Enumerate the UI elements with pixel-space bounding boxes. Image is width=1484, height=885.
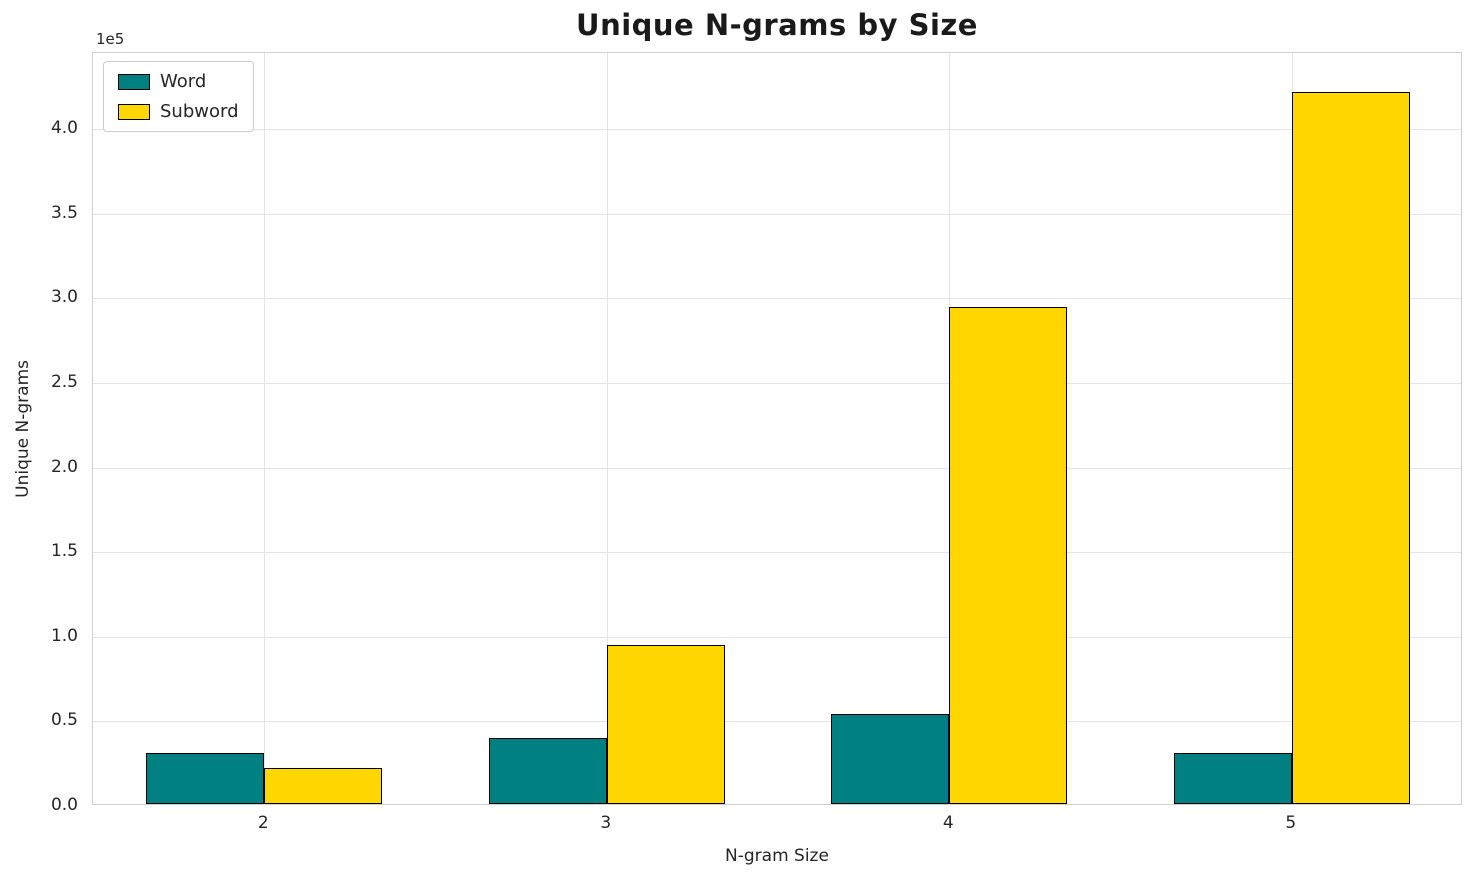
x-axis-label: N-gram Size [725,846,829,866]
legend: Word Subword [103,61,254,132]
bar-subword-3 [606,644,725,804]
chart-title: Unique N-grams by Size [576,8,978,42]
y-tick-label: 1.0 [50,625,78,646]
legend-item-subword: Subword [118,101,239,122]
bar-subword-5 [1291,91,1410,804]
h-gridline [93,721,1461,723]
bar-word-4 [831,714,950,804]
y-tick-label: 4.0 [50,118,78,139]
y-tick-label: 3.5 [50,202,78,223]
legend-label-word: Word [160,71,207,92]
bar-word-2 [146,753,265,804]
legend-swatch-word [118,73,150,90]
y-axis-offset-label: 1e5 [96,30,125,48]
y-tick-label: 1.5 [50,541,78,562]
bar-word-3 [488,738,607,804]
y-tick-label: 2.5 [50,371,78,392]
h-gridline [93,382,1461,384]
y-tick-label: 0.0 [50,795,78,815]
bar-subword-2 [264,767,383,804]
h-gridline [93,636,1461,638]
v-gridline [264,53,266,804]
h-gridline [93,467,1461,469]
legend-swatch-subword [118,103,150,120]
bar-subword-4 [949,306,1068,804]
x-tick-label: 2 [257,813,269,833]
h-gridline [93,129,1461,131]
x-tick-label: 3 [600,813,612,833]
h-gridline [93,552,1461,554]
bar-word-5 [1173,753,1292,804]
legend-item-word: Word [118,71,239,92]
y-axis: 0.0 0.5 1.0 1.5 2.0 2.5 3.0 3.5 4.0 [0,52,86,815]
y-tick-label: 0.5 [50,710,78,731]
v-gridline [606,53,608,804]
legend-label-subword: Subword [160,101,239,122]
y-tick-label: 2.0 [50,456,78,477]
x-tick-label: 5 [1285,813,1297,833]
x-axis: 2 3 4 5 [92,807,1462,839]
h-gridline [93,213,1461,215]
y-tick-label: 3.0 [50,287,78,308]
plot-area: Word Subword [92,52,1462,805]
x-tick-label: 4 [942,813,954,833]
h-gridline [93,298,1461,300]
